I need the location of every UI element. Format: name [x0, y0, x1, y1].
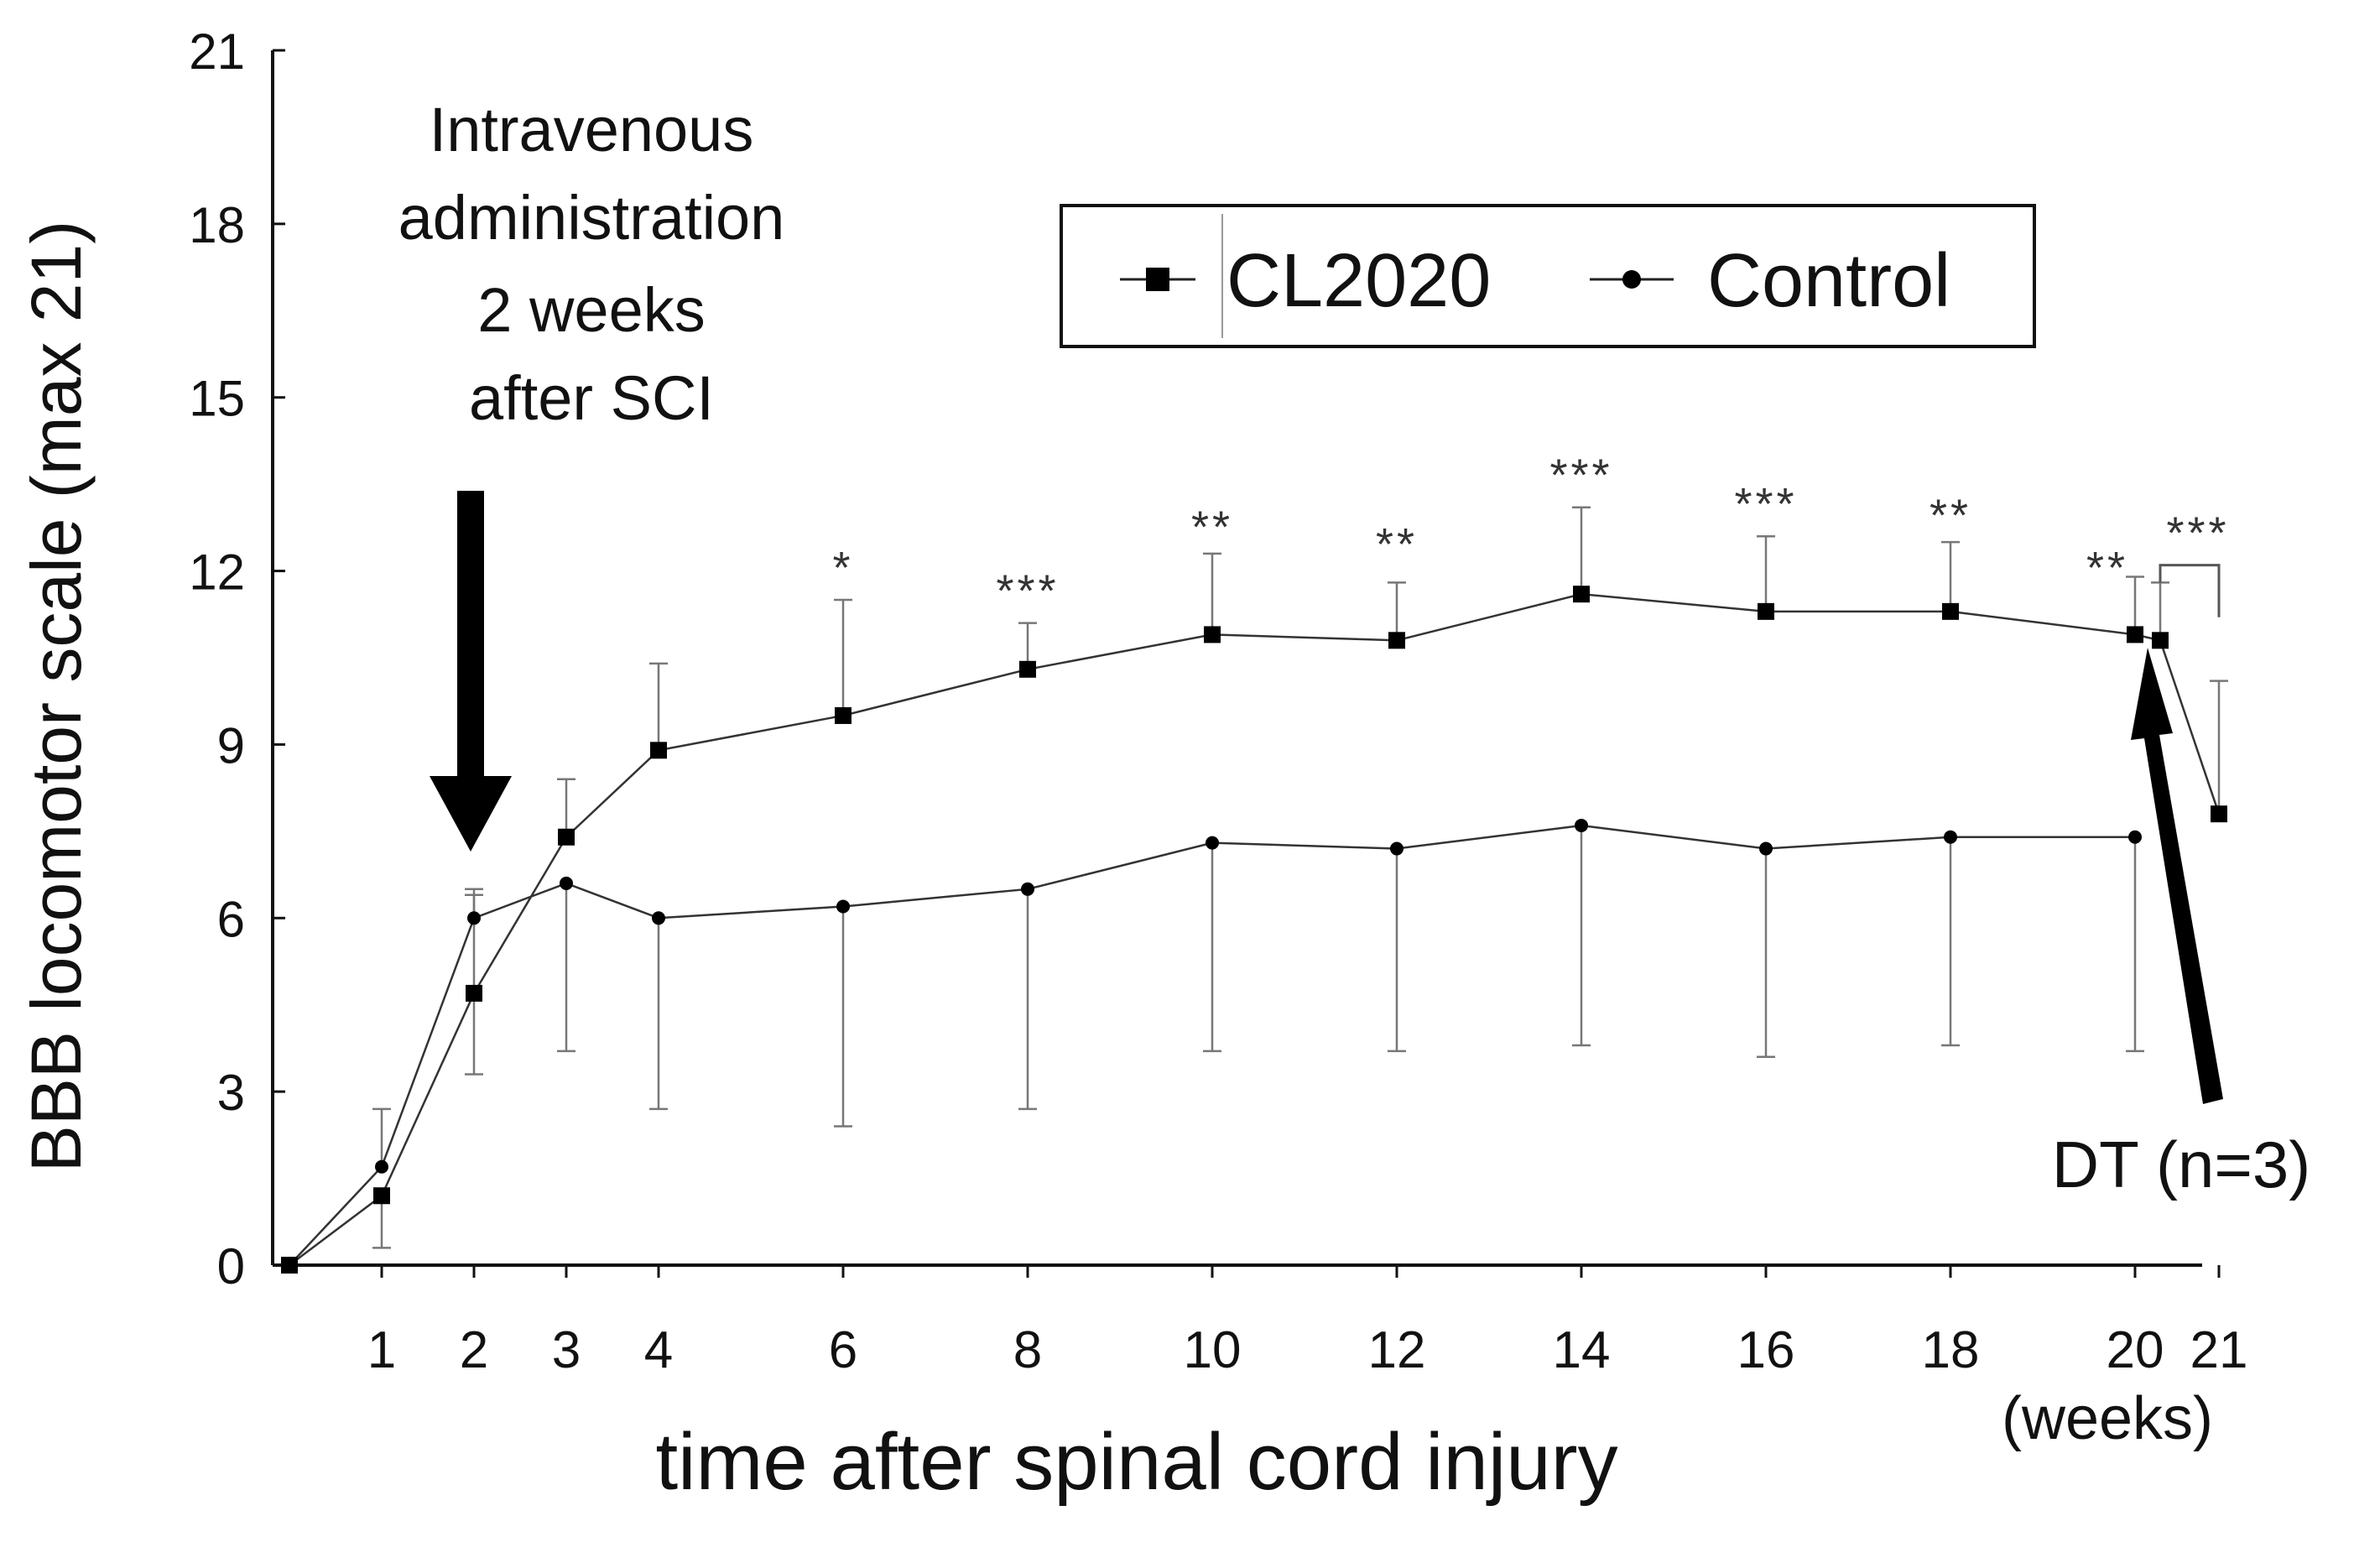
data-point-control	[560, 876, 573, 890]
x-tick-label: 21	[2190, 1321, 2248, 1379]
significance-star: **	[1930, 491, 1971, 541]
data-point-control	[1944, 830, 1957, 844]
data-point-cl2020	[466, 984, 482, 1002]
error-bars	[372, 506, 2228, 1249]
y-tick-label: 21	[189, 23, 245, 80]
significance-star: ***	[2166, 508, 2229, 558]
data-point-cl2020	[1204, 626, 1221, 643]
significance-star: ***	[996, 565, 1059, 616]
legend-control-marker	[1622, 270, 1641, 289]
data-point-cl2020	[650, 742, 667, 759]
y-tick-label: 15	[189, 371, 245, 427]
x-tick-label: 10	[1184, 1321, 1242, 1379]
injection-text-line-4: after SCI	[469, 363, 714, 433]
injection-text-line-3: 2 weeks	[477, 275, 705, 345]
data-point-cl2020	[1758, 602, 1774, 620]
injection-text-line-2: administration	[398, 183, 785, 253]
dt-label: DT (n=3)	[2052, 1128, 2311, 1201]
x-ticks: 1 2 3 4 6 8 10 12 14 16 18 20 21	[367, 1265, 2248, 1379]
markers	[281, 586, 2227, 1274]
significance-star: ***	[1549, 450, 1612, 500]
y-axis-label: BBB locomotor scale (max 21)	[17, 221, 96, 1172]
data-point-control	[1575, 818, 1588, 832]
data-point-control	[2128, 830, 2142, 844]
x-tick-label: 16	[1737, 1321, 1795, 1379]
y-tick-label: 12	[189, 544, 245, 601]
x-axis-label: time after spinal cord injury	[655, 1417, 1617, 1507]
data-point-cl2020	[558, 828, 575, 846]
data-point-control	[283, 1258, 296, 1272]
x-tick-label: 4	[644, 1321, 673, 1379]
y-tick-label: 9	[217, 717, 245, 774]
data-point-control	[652, 911, 665, 925]
significance-stars: * ***** ******** *******	[832, 450, 2229, 616]
legend-control-label: Control	[1707, 239, 1950, 323]
data-point-cl2020	[2127, 626, 2143, 643]
significance-star: ***	[1734, 479, 1797, 529]
significance-star: **	[1376, 519, 1418, 570]
comparison-bracket	[2159, 564, 2221, 617]
significance-star: *	[832, 543, 853, 593]
dt-bracket	[2159, 564, 2221, 617]
data-point-cl2020	[835, 706, 851, 724]
x-tick-label: 8	[1013, 1321, 1042, 1379]
y-tick-label: 18	[189, 197, 245, 253]
plot-area	[271, 50, 2202, 1267]
data-point-cl2020	[1019, 660, 1036, 678]
injection-annotation: Intravenous administration 2 weeks after…	[398, 95, 785, 852]
data-point-cl2020	[2211, 805, 2227, 823]
data-point-cl2020	[373, 1187, 390, 1205]
data-point-control	[1021, 882, 1034, 896]
data-point-cl2020	[1573, 586, 1590, 603]
x-unit-label: (weeks)	[2002, 1385, 2213, 1452]
y-tick-label: 3	[217, 1065, 245, 1121]
legend-cl2020-label: CL2020	[1226, 239, 1491, 323]
x-tick-label: 6	[829, 1321, 857, 1379]
data-point-control	[375, 1159, 388, 1174]
y-ticks: 0 3 6 9 12 15 18 21	[189, 23, 285, 1295]
legend-box	[1060, 204, 2036, 348]
y-tick-label: 0	[217, 1238, 245, 1295]
data-point-cl2020	[1942, 602, 1959, 620]
x-tick-label: 12	[1368, 1321, 1426, 1379]
data-point-control	[1206, 836, 1219, 850]
x-tick-label: 14	[1553, 1321, 1611, 1379]
injection-text-line-1: Intravenous	[430, 95, 754, 164]
data-point-control	[1390, 841, 1404, 856]
y-tick-label: 6	[217, 891, 245, 947]
series-line-cl2020	[289, 592, 2221, 1266]
data-point-control	[1759, 841, 1773, 856]
significance-star: **	[2086, 543, 2128, 593]
x-tick-label: 1	[367, 1321, 396, 1379]
x-tick-label: 2	[460, 1321, 488, 1379]
legend: CL2020 Control	[1060, 204, 2036, 348]
x-tick-label: 18	[1922, 1321, 1980, 1379]
series-lines	[289, 592, 2221, 1266]
legend-cl2020-marker	[1146, 268, 1169, 291]
injection-arrow	[430, 491, 512, 852]
data-point-control	[836, 899, 850, 914]
x-tick-label: 3	[552, 1321, 581, 1379]
dt-arrow	[2131, 648, 2223, 1104]
data-point-control	[467, 911, 481, 925]
data-point-cl2020	[2152, 632, 2169, 649]
x-tick-label: 20	[2107, 1321, 2164, 1379]
significance-star: **	[1191, 503, 1233, 553]
data-point-cl2020	[1388, 632, 1405, 649]
dt-annotation: DT (n=3)	[2052, 648, 2311, 1201]
